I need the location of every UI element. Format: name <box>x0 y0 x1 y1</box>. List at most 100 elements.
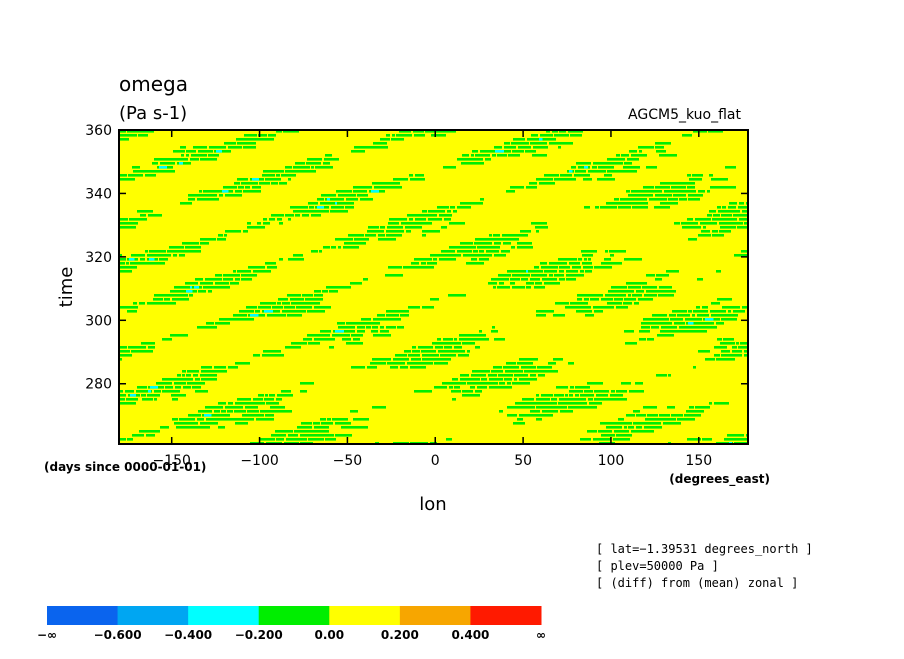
field-cell <box>499 382 505 385</box>
field-cell <box>549 142 560 145</box>
field-cell <box>235 422 248 425</box>
omega-field <box>119 130 748 444</box>
field-cell <box>136 390 146 393</box>
field-cell <box>523 358 538 361</box>
field-cell <box>536 406 552 409</box>
field-cell <box>710 310 726 313</box>
field-cell <box>544 146 548 149</box>
field-cell <box>440 354 449 357</box>
field-cell <box>709 210 716 213</box>
field-cell <box>422 354 439 357</box>
field-cell <box>738 206 748 209</box>
field-cell <box>138 134 148 137</box>
field-cell <box>353 190 367 193</box>
field-cell <box>488 374 497 377</box>
field-cell <box>193 374 198 377</box>
field-cell <box>693 310 703 313</box>
field-cell <box>461 162 471 165</box>
field-cell <box>282 310 292 313</box>
field-cell <box>668 418 676 421</box>
field-cell <box>505 370 523 373</box>
field-cell <box>119 350 130 353</box>
field-cell <box>323 246 330 249</box>
field-cell <box>306 162 321 165</box>
field-cell <box>578 166 582 169</box>
field-cell <box>533 146 544 149</box>
field-cell <box>373 322 380 325</box>
field-cell <box>172 418 178 421</box>
field-cell <box>536 398 550 401</box>
field-cell <box>353 186 361 189</box>
field-cell <box>145 174 156 177</box>
field-cell <box>664 190 681 193</box>
field-cell <box>479 258 489 261</box>
field-cell <box>250 314 259 317</box>
field-cell <box>446 438 452 441</box>
field-cell <box>262 174 275 177</box>
field-cell <box>148 430 160 433</box>
field-cell <box>475 390 482 393</box>
field-cell <box>565 394 568 397</box>
field-cell <box>441 226 447 229</box>
field-cell <box>341 426 351 429</box>
field-cell <box>159 166 167 169</box>
field-cell <box>724 438 730 441</box>
field-cell <box>321 194 336 197</box>
field-cell <box>148 390 151 393</box>
field-cell <box>731 434 734 437</box>
field-cell <box>421 362 433 365</box>
field-cell <box>568 130 583 133</box>
field-cell <box>462 342 475 345</box>
field-cell <box>592 166 597 169</box>
field-cell <box>172 298 179 301</box>
field-cell <box>300 390 307 393</box>
x-tick-label: 50 <box>514 453 532 469</box>
field-cell <box>311 250 318 253</box>
field-cell <box>301 438 307 441</box>
field-cell <box>594 266 612 269</box>
field-cell <box>677 418 695 421</box>
field-cell <box>425 222 432 225</box>
field-cell <box>689 178 702 181</box>
field-cell <box>633 422 645 425</box>
field-cell <box>626 190 630 193</box>
field-cell <box>555 302 569 305</box>
colorbar-swatch <box>258 606 330 625</box>
field-cell <box>227 418 244 421</box>
field-cell <box>472 370 490 373</box>
field-cell <box>575 402 587 405</box>
field-cell <box>363 322 373 325</box>
field-cell <box>350 410 358 413</box>
field-cell <box>119 346 127 349</box>
field-cell <box>133 302 137 305</box>
field-cell <box>258 414 264 417</box>
field-cell <box>465 202 483 205</box>
field-cell <box>615 294 626 297</box>
field-cell <box>185 246 201 249</box>
field-cell <box>702 326 717 329</box>
field-cell <box>228 146 242 149</box>
field-cell <box>576 310 592 313</box>
colorbar-label: 0.400 <box>451 628 489 642</box>
field-cell <box>332 334 350 337</box>
field-cell <box>514 374 528 377</box>
field-cell <box>657 334 674 337</box>
field-cell <box>386 310 401 313</box>
field-cell <box>623 166 626 169</box>
field-cell <box>507 406 521 409</box>
field-cell <box>492 238 507 241</box>
field-cell <box>700 222 717 225</box>
field-cell <box>252 178 259 181</box>
field-cell <box>186 374 191 377</box>
field-cell <box>658 294 674 297</box>
field-cell <box>499 282 504 285</box>
field-cell <box>720 342 729 345</box>
field-cell <box>393 358 406 361</box>
field-cell <box>233 314 247 317</box>
field-cell <box>471 374 486 377</box>
field-cell <box>179 254 185 257</box>
field-cell <box>414 134 425 137</box>
field-cell <box>170 334 188 337</box>
field-cell <box>659 154 677 157</box>
field-cell <box>337 202 354 205</box>
